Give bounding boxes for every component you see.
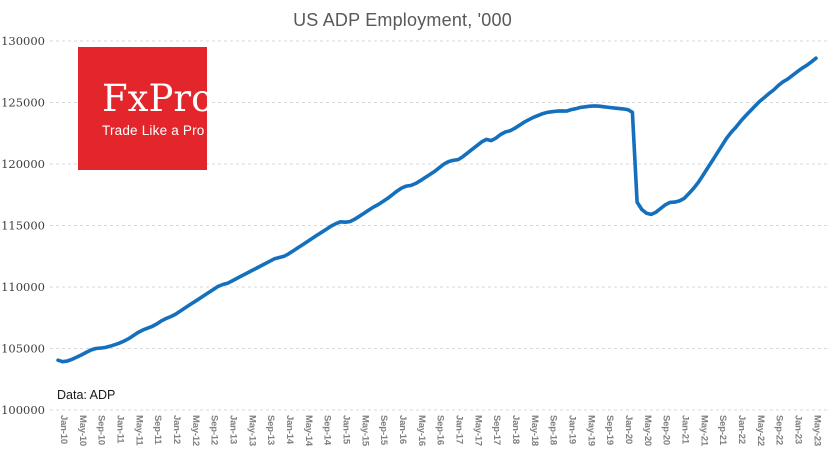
x-axis-tick-label: Jan-13 [228, 415, 239, 444]
y-axis-tick-label: 115000 [1, 219, 45, 233]
y-axis-tick-label: 100000 [1, 403, 45, 417]
x-axis-tick-label: Sep-18 [548, 415, 559, 445]
x-axis-tick-label: May-10 [77, 415, 88, 446]
x-axis-tick-label: Sep-22 [774, 415, 785, 445]
x-axis-tick-label: Jan-12 [171, 415, 182, 444]
x-axis-tick-label: May-18 [529, 415, 540, 446]
x-axis-tick-label: Sep-16 [435, 415, 446, 445]
x-axis-tick-label: Jan-11 [115, 415, 126, 444]
data-source-note: Data: ADP [57, 388, 116, 402]
x-axis-tick-label: Sep-14 [322, 415, 333, 446]
x-axis-tick-label: Jan-20 [623, 415, 634, 444]
y-axis-tick-label: 105000 [1, 342, 45, 356]
x-axis-tick-label: May-22 [755, 415, 766, 446]
x-axis-tick-label: May-14 [303, 415, 314, 447]
x-axis-tick-label: Sep-15 [378, 415, 389, 446]
x-axis-tick-label: May-21 [698, 415, 709, 447]
x-axis-tick-label: Jan-23 [792, 415, 803, 444]
x-axis-tick-label: Jan-22 [736, 415, 747, 444]
x-axis-tick-label: May-13 [246, 415, 257, 446]
x-axis-tick-label: Sep-11 [152, 415, 163, 445]
x-axis-tick-label: Jan-15 [341, 415, 352, 445]
x-axis-tick-label: Sep-10 [96, 415, 107, 445]
x-axis-tick-label: Jan-14 [284, 415, 295, 445]
x-axis-tick-label: May-20 [642, 415, 653, 446]
x-axis-tick-label: May-23 [811, 415, 822, 446]
x-axis-tick-label: May-16 [416, 415, 427, 446]
x-axis-tick-label: Sep-13 [265, 415, 276, 445]
x-axis-tick-label: Sep-12 [209, 415, 220, 445]
x-axis-tick-label: Jan-19 [567, 415, 578, 444]
y-axis-tick-label: 120000 [1, 157, 45, 171]
x-axis-tick-label: Jan-10 [58, 415, 69, 444]
fxpro-logo-text: FxPro [102, 76, 214, 120]
x-axis-tick-label: Sep-17 [491, 415, 502, 445]
x-axis-tick-label: May-19 [585, 415, 596, 446]
fxpro-logo: FxPro Trade Like a Pro [78, 47, 214, 170]
x-axis-tick-label: Jan-17 [454, 415, 465, 444]
x-axis-tick-label: Jan-16 [397, 415, 408, 444]
x-axis-tick-label: Sep-19 [604, 415, 615, 445]
chart-title: US ADP Employment, '000 [293, 10, 512, 30]
fxpro-logo-tagline: Trade Like a Pro [102, 122, 205, 138]
x-axis-tick-label: May-15 [359, 415, 370, 447]
x-axis-tick-label: Jan-18 [510, 415, 521, 444]
x-axis-tick-label: Sep-20 [661, 415, 672, 445]
x-axis-tick-label: May-11 [133, 415, 144, 446]
y-axis-tick-label: 130000 [1, 34, 45, 48]
y-axis-tick-label: 125000 [1, 96, 45, 110]
y-axis-tick-label: 110000 [1, 280, 45, 294]
x-axis-tick-label: May-17 [472, 415, 483, 446]
x-axis-tick-label: Jan-21 [680, 415, 691, 445]
x-axis-tick-label: May-12 [190, 415, 201, 446]
employment-series-line [56, 56, 818, 364]
x-axis-tick-label: Sep-21 [717, 415, 728, 446]
